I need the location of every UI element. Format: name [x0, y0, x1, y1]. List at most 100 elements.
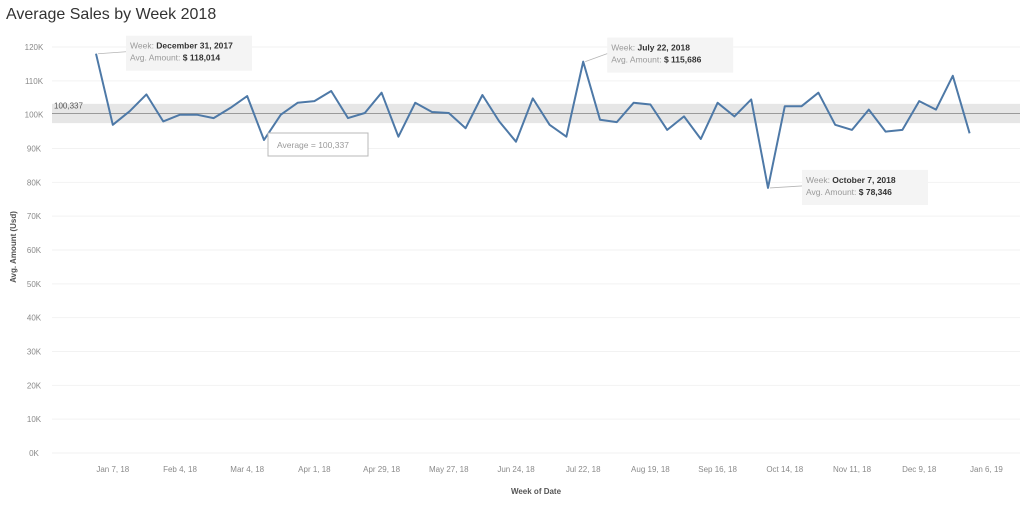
annotation-week-label: Week:	[130, 41, 156, 51]
x-tick-label: Dec 9, 18	[902, 465, 937, 474]
data-point	[464, 126, 468, 130]
annotation-amount-value: $ 115,686	[664, 55, 702, 65]
y-tick-label: 90K	[27, 145, 42, 154]
annotation-amount-label: Avg. Amount:	[611, 55, 664, 65]
average-tooltip-text: Average = 100,337	[277, 140, 349, 150]
data-point	[346, 116, 350, 120]
data-point	[296, 101, 300, 105]
annotation: Week: October 7, 2018 Avg. Amount: $ 78,3…	[769, 169, 928, 205]
data-point	[884, 130, 888, 134]
data-point	[480, 93, 484, 97]
series-layer	[94, 52, 972, 189]
annotation-amount-label: Avg. Amount:	[130, 53, 183, 63]
data-point	[615, 120, 619, 124]
data-point	[665, 128, 669, 132]
x-tick-label: Nov 11, 18	[833, 465, 872, 474]
data-point	[380, 91, 384, 95]
data-point	[111, 123, 115, 127]
data-point	[800, 104, 804, 108]
y-axis-title: Avg. Amount (Usd)	[9, 211, 18, 283]
x-tick-label: Oct 14, 18	[766, 465, 803, 474]
data-point	[581, 60, 585, 64]
data-point	[447, 111, 451, 115]
data-point	[262, 138, 266, 142]
series-line	[95, 53, 971, 189]
data-point	[816, 91, 820, 95]
annotation-amount-value: $ 118,014	[183, 53, 221, 63]
data-point	[968, 131, 972, 135]
x-tick-label: Feb 4, 18	[163, 465, 197, 474]
y-tick-label: 40K	[27, 314, 42, 323]
annotation-week-value: October 7, 2018	[832, 175, 896, 185]
data-point	[363, 111, 367, 115]
data-point	[128, 109, 132, 113]
annotation-amount: Avg. Amount: $ 118,014	[130, 53, 220, 63]
annotation-box	[126, 35, 252, 71]
annotation-leader	[769, 185, 803, 189]
data-point	[732, 114, 736, 118]
annotation-week-value: December 31, 2017	[156, 41, 233, 51]
data-point	[632, 101, 636, 105]
data-point	[783, 104, 787, 108]
average-tooltip-box	[267, 132, 369, 157]
x-axis-ticks: Jan 7, 18 Feb 4, 18 Mar 4, 18 Apr 1, 18 Apr …	[96, 465, 1003, 474]
annotation: Week: July 22, 2018 Avg. Amount: $ 115,68…	[585, 37, 734, 73]
data-point	[699, 137, 703, 141]
annotation-week-label: Week:	[806, 175, 832, 185]
data-point	[195, 113, 199, 117]
annotation-week: Week: October 7, 2018	[806, 175, 896, 185]
data-point	[413, 101, 417, 105]
y-tick-label: 10K	[27, 415, 42, 424]
x-tick-label: Apr 29, 18	[363, 465, 400, 474]
reference-band-layer: 100,337	[52, 102, 1020, 124]
annotation-amount-label: Avg. Amount:	[806, 187, 859, 197]
data-point	[548, 123, 552, 127]
data-point	[514, 140, 518, 144]
annotation-leader	[585, 53, 608, 62]
data-point	[682, 114, 686, 118]
x-tick-label: Apr 1, 18	[298, 465, 331, 474]
annotation-layer: Week: December 31, 2017 Avg. Amount: $ 11…	[97, 35, 928, 205]
x-tick-label: Jan 7, 18	[96, 465, 129, 474]
y-tick-label: 80K	[27, 178, 42, 187]
annotation-box	[802, 169, 928, 205]
reference-line-label: 100,337	[54, 102, 83, 111]
data-point	[716, 101, 720, 105]
data-point	[934, 108, 938, 112]
data-point	[598, 118, 602, 122]
data-point	[94, 52, 98, 56]
y-tick-label: 60K	[27, 246, 42, 255]
average-tooltip: Average = 100,337	[267, 132, 369, 157]
data-point	[212, 116, 216, 120]
data-point	[245, 94, 249, 98]
annotation-leader	[97, 51, 127, 55]
y-tick-label: 70K	[27, 212, 42, 221]
annotation-week-label: Week:	[611, 43, 637, 53]
data-point	[951, 74, 955, 78]
y-tick-label: 120K	[25, 43, 44, 52]
data-point	[850, 128, 854, 132]
y-axis-ticks: 0K 10K 20K 30K 40K 50K 60K 70K 80K 90K 100K 110K 120…	[25, 43, 44, 458]
data-point	[497, 119, 501, 123]
data-point	[279, 113, 283, 117]
x-tick-label: May 27, 18	[429, 465, 469, 474]
data-point	[178, 113, 182, 117]
data-point	[228, 106, 232, 110]
annotation: Week: December 31, 2017 Avg. Amount: $ 11…	[97, 35, 252, 71]
data-point	[329, 89, 333, 93]
x-tick-label: Mar 4, 18	[230, 465, 264, 474]
x-tick-label: Aug 19, 18	[631, 465, 670, 474]
y-tick-label: 0K	[29, 449, 39, 458]
annotation-week: Week: December 31, 2017	[130, 41, 233, 51]
x-tick-label: Jun 24, 18	[497, 465, 535, 474]
data-point	[396, 135, 400, 139]
data-point	[531, 96, 535, 100]
y-tick-label: 30K	[27, 348, 42, 357]
y-tick-label: 20K	[27, 381, 42, 390]
data-point	[833, 123, 837, 127]
annotation-week-value: July 22, 2018	[637, 43, 690, 53]
data-point	[430, 110, 434, 114]
x-axis-title: Week of Date	[511, 487, 562, 496]
x-tick-label: Sep 16, 18	[698, 465, 737, 474]
y-tick-label: 110K	[25, 77, 44, 86]
